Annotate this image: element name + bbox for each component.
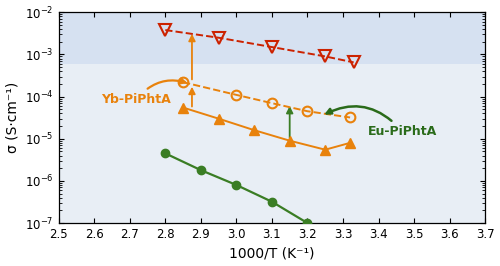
Polygon shape	[58, 12, 485, 64]
X-axis label: 1000/T (K⁻¹): 1000/T (K⁻¹)	[229, 246, 314, 260]
Text: Eu-PiPhtA: Eu-PiPhtA	[326, 106, 437, 138]
Text: Yb-PiPhtA: Yb-PiPhtA	[102, 78, 185, 106]
Y-axis label: σ (S·cm⁻¹): σ (S·cm⁻¹)	[6, 82, 20, 153]
